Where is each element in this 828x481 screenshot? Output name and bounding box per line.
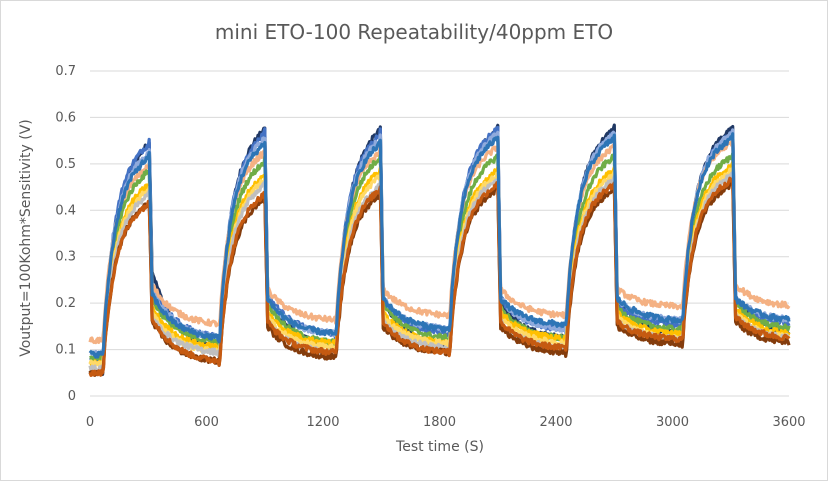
series-line-5 xyxy=(89,151,791,363)
axes: 0 0.1 0.2 0.3 0.4 0.5 0.6 0.7 0 600 1200 1800 2400 30… xyxy=(55,64,805,430)
x-axis-label: Test time (S) xyxy=(396,439,484,455)
x-tick-label: 3000 xyxy=(656,415,689,430)
y-tick-label: 0.4 xyxy=(55,203,76,218)
y-tick-label: 0.6 xyxy=(55,110,76,125)
y-tick-label: 0.2 xyxy=(55,296,76,311)
y-tick-label: 0.3 xyxy=(55,250,76,265)
x-tick-label: 3600 xyxy=(772,415,805,430)
chart-title: mini ETO-100 Repeatability/40ppm ETO xyxy=(214,20,614,44)
x-tick-label: 0 xyxy=(86,415,94,430)
y-tick-label: 0 xyxy=(68,389,76,404)
series-line-11 xyxy=(88,132,791,359)
x-tick-label: 2400 xyxy=(539,415,572,430)
series-line-4 xyxy=(88,140,791,345)
x-tick-label: 1800 xyxy=(423,415,456,430)
y-tick-label: 0.5 xyxy=(55,157,76,172)
series-group xyxy=(88,123,791,377)
x-tick-label: 600 xyxy=(194,415,219,430)
series-line-10 xyxy=(88,176,791,377)
y-tick-label: 0.7 xyxy=(55,64,76,79)
y-tick-label: 0.1 xyxy=(55,343,76,358)
x-tick-label: 1200 xyxy=(306,415,339,430)
gridlines xyxy=(90,70,789,351)
